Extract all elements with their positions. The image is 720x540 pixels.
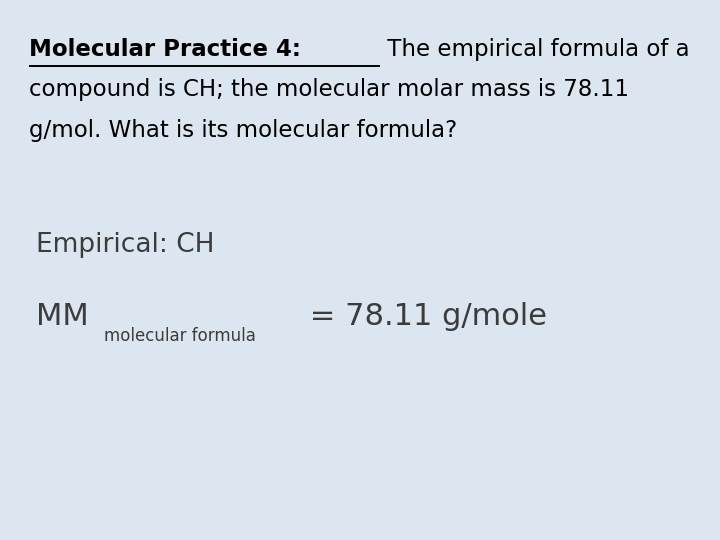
Text: g/mol. What is its molecular formula?: g/mol. What is its molecular formula?: [29, 119, 457, 142]
Text: molecular formula: molecular formula: [104, 327, 256, 345]
Text: MM: MM: [36, 302, 89, 332]
Text: compound is CH; the molecular molar mass is 78.11: compound is CH; the molecular molar mass…: [29, 78, 629, 102]
Text: Empirical: CH: Empirical: CH: [36, 232, 215, 258]
Text: = 78.11 g/mole: = 78.11 g/mole: [300, 302, 547, 332]
Text: Molecular Practice 4:: Molecular Practice 4:: [29, 38, 301, 61]
Text: The empirical formula of a: The empirical formula of a: [379, 38, 689, 61]
